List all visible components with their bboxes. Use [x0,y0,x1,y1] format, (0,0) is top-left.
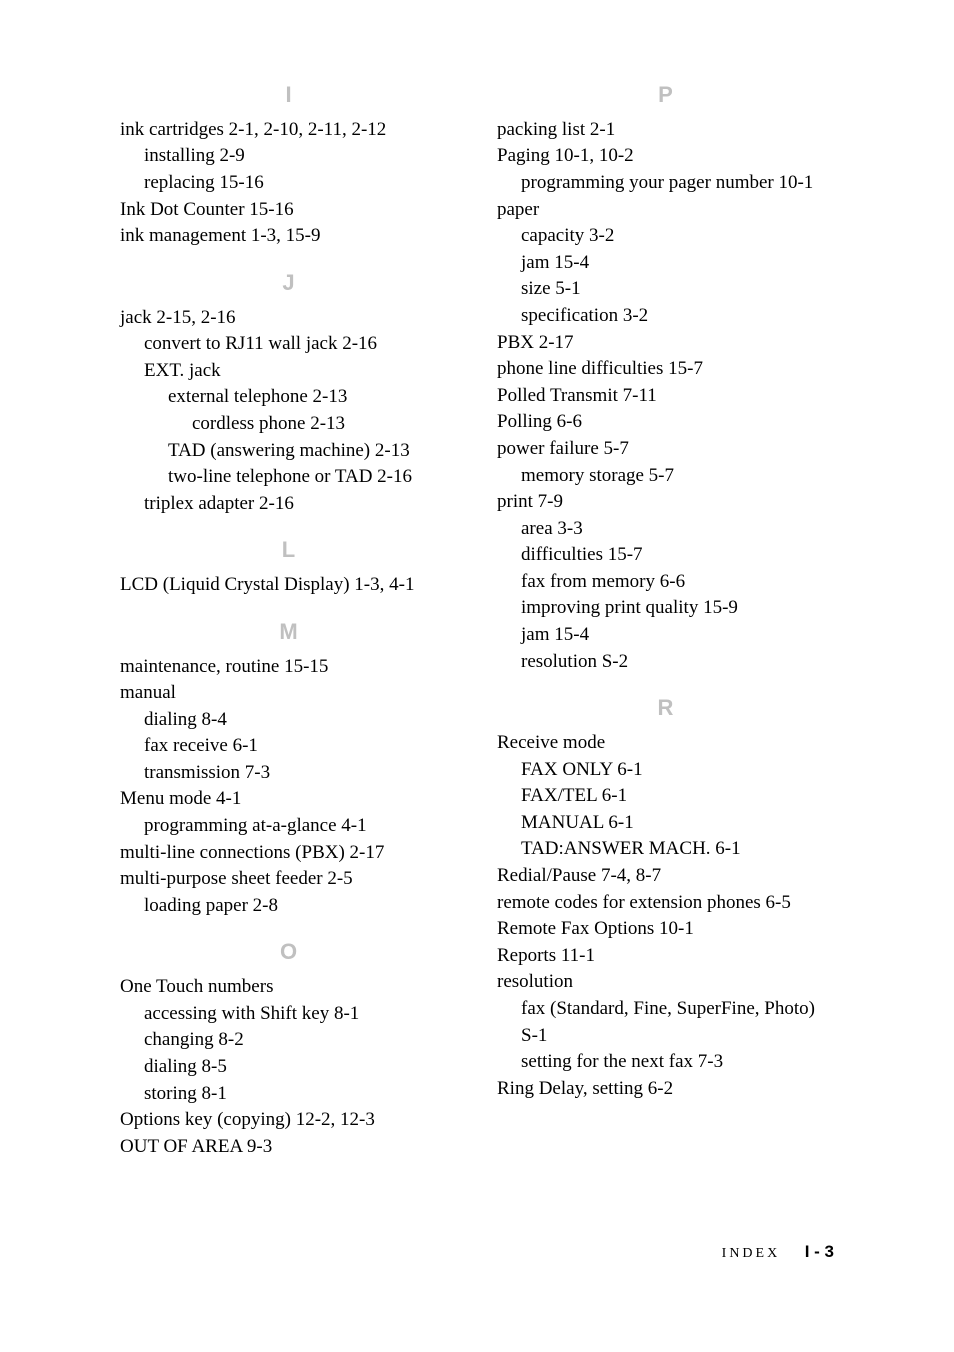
index-entry: TAD (answering machine) 2-13 [168,438,457,465]
index-entry: accessing with Shift key 8-1 [144,1001,457,1028]
index-entry: replacing 15-16 [144,170,457,197]
index-entry: Ink Dot Counter 15-16 [120,197,457,224]
right-column: Ppacking list 2-1Paging 10-1, 10-2progra… [497,80,834,1160]
index-entry: Receive mode [497,730,834,757]
section-letter: I [120,80,457,111]
index-entry: ink management 1-3, 15-9 [120,223,457,250]
index-entry: resolution [497,969,834,996]
index-entry: MANUAL 6-1 [521,810,834,837]
index-entry: maintenance, routine 15-15 [120,654,457,681]
index-entry: fax from memory 6-6 [521,569,834,596]
left-column: Iink cartridges 2-1, 2-10, 2-11, 2-12ins… [120,80,457,1160]
index-entry: One Touch numbers [120,974,457,1001]
section-letter: L [120,535,457,566]
index-page: Iink cartridges 2-1, 2-10, 2-11, 2-12ins… [0,0,954,1324]
index-entry: memory storage 5-7 [521,463,834,490]
index-entry: jam 15-4 [521,250,834,277]
index-entry: fax receive 6-1 [144,733,457,760]
index-entry: setting for the next fax 7-3 [521,1049,834,1076]
section-letter: J [120,268,457,299]
index-entry: two-line telephone or TAD 2-16 [168,464,457,491]
index-entry: OUT OF AREA 9-3 [120,1134,457,1161]
index-entry: storing 8-1 [144,1081,457,1108]
index-entry: remote codes for extension phones 6-5 [497,890,834,917]
index-entry: Reports 11-1 [497,943,834,970]
index-entry: jam 15-4 [521,622,834,649]
page-footer: INDEX I - 3 [120,1160,834,1264]
index-entry: fax (Standard, Fine, SuperFine, Photo) S… [521,996,834,1049]
index-entry: EXT. jack [144,358,457,385]
index-entry: Redial/Pause 7-4, 8-7 [497,863,834,890]
index-entry: FAX/TEL 6-1 [521,783,834,810]
index-entry: resolution S-2 [521,649,834,676]
index-entry: programming at-a-glance 4-1 [144,813,457,840]
index-entry: paper [497,197,834,224]
index-entry: cordless phone 2-13 [192,411,457,438]
index-entry: Polled Transmit 7-11 [497,383,834,410]
section-letter: P [497,80,834,111]
index-entry: Ring Delay, setting 6-2 [497,1076,834,1103]
index-entry: loading paper 2-8 [144,893,457,920]
index-entry: ink cartridges 2-1, 2-10, 2-11, 2-12 [120,117,457,144]
index-entry: capacity 3-2 [521,223,834,250]
index-entry: size 5-1 [521,276,834,303]
section-letter: R [497,693,834,724]
section-letter: M [120,617,457,648]
index-entry: multi-purpose sheet feeder 2-5 [120,866,457,893]
footer-pagenum: I - 3 [805,1242,834,1261]
index-entry: dialing 8-4 [144,707,457,734]
index-entry: programming your pager number 10-1 [521,170,834,197]
index-entry: Polling 6-6 [497,409,834,436]
index-entry: improving print quality 15-9 [521,595,834,622]
index-entry: jack 2-15, 2-16 [120,305,457,332]
index-entry: packing list 2-1 [497,117,834,144]
index-entry: convert to RJ11 wall jack 2-16 [144,331,457,358]
index-entry: Options key (copying) 12-2, 12-3 [120,1107,457,1134]
index-entry: PBX 2-17 [497,330,834,357]
index-entry: multi-line connections (PBX) 2-17 [120,840,457,867]
section-letter: O [120,937,457,968]
index-entry: manual [120,680,457,707]
index-entry: Menu mode 4-1 [120,786,457,813]
index-entry: Paging 10-1, 10-2 [497,143,834,170]
index-entry: power failure 5-7 [497,436,834,463]
index-entry: LCD (Liquid Crystal Display) 1-3, 4-1 [120,572,457,599]
index-entry: installing 2-9 [144,143,457,170]
columns: Iink cartridges 2-1, 2-10, 2-11, 2-12ins… [120,80,834,1160]
index-entry: phone line difficulties 15-7 [497,356,834,383]
index-entry: dialing 8-5 [144,1054,457,1081]
index-entry: external telephone 2-13 [168,384,457,411]
index-entry: print 7-9 [497,489,834,516]
index-entry: FAX ONLY 6-1 [521,757,834,784]
index-entry: specification 3-2 [521,303,834,330]
index-entry: changing 8-2 [144,1027,457,1054]
index-entry: transmission 7-3 [144,760,457,787]
index-entry: Remote Fax Options 10-1 [497,916,834,943]
index-entry: area 3-3 [521,516,834,543]
footer-label: INDEX [722,1246,781,1261]
index-entry: TAD:ANSWER MACH. 6-1 [521,836,834,863]
index-entry: difficulties 15-7 [521,542,834,569]
index-entry: triplex adapter 2-16 [144,491,457,518]
